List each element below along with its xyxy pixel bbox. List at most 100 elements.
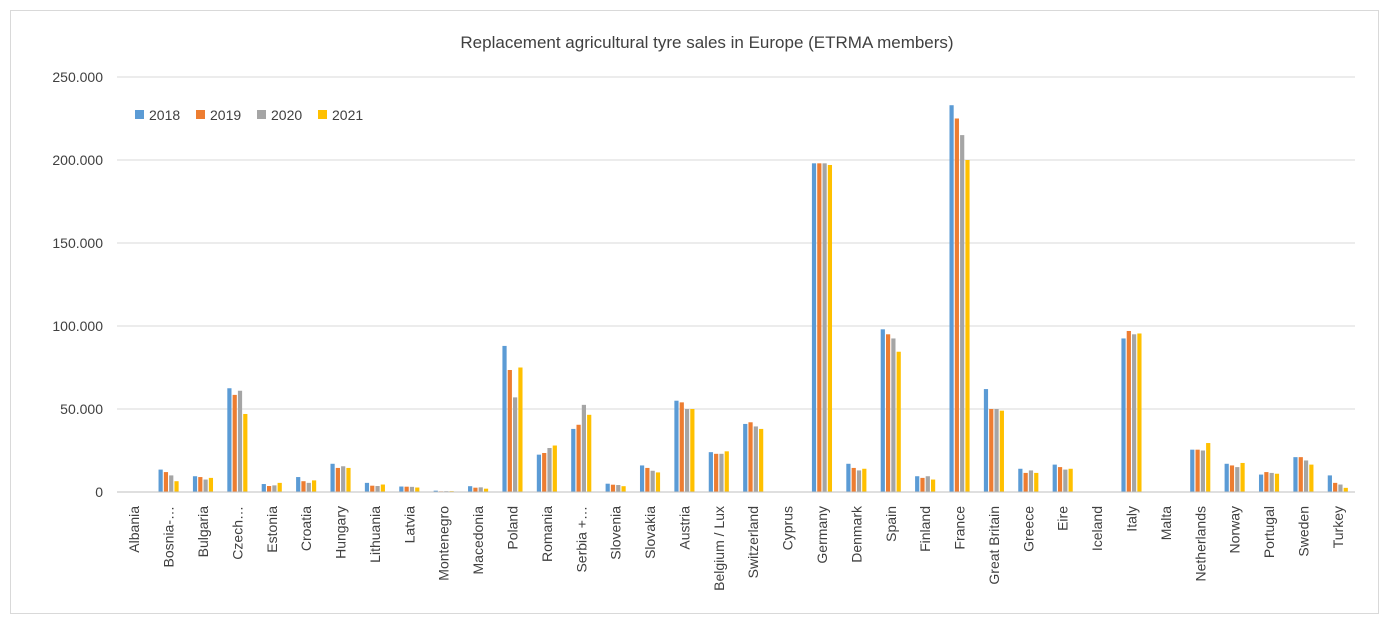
bar-2021 <box>483 488 489 492</box>
bar-2020 <box>237 390 243 492</box>
bar-2020 <box>341 466 346 492</box>
bar-2021 <box>862 468 867 492</box>
legend-swatch-2018 <box>135 110 144 119</box>
x-tick-label: Spain <box>883 506 899 542</box>
x-tick-label: Bulgaria <box>195 506 211 558</box>
bar-2019 <box>748 422 753 492</box>
x-tick-label: Slovakia <box>642 506 658 559</box>
x-tick-label: Turkey <box>1330 506 1346 548</box>
bar-2018 <box>433 490 438 492</box>
bar-2018 <box>158 469 163 492</box>
bar-2018 <box>261 484 266 492</box>
bar-2019 <box>886 334 891 492</box>
bar-2018 <box>708 452 713 492</box>
y-tick-label: 150.000 <box>52 235 103 251</box>
bar-2018 <box>1190 449 1195 492</box>
bar-2019 <box>679 402 684 492</box>
bar-2021 <box>655 472 661 492</box>
x-tick-label: Iceland <box>1089 506 1105 551</box>
x-tick-label: Bosnia-… <box>161 506 177 567</box>
bar-2021 <box>552 445 557 492</box>
bar-2020 <box>272 485 277 492</box>
bar-2020 <box>203 479 208 492</box>
bar-2019 <box>1298 457 1303 492</box>
bar-2021 <box>1206 443 1211 492</box>
y-tick-label: 100.000 <box>52 318 103 334</box>
bar-2020 <box>1028 470 1034 492</box>
x-tick-label: Netherlands <box>1192 506 1208 582</box>
bar-2020 <box>547 448 552 492</box>
bar-2018 <box>983 389 989 492</box>
bar-2018 <box>605 483 610 492</box>
bar-2019 <box>1229 465 1235 492</box>
bar-2018 <box>1258 474 1264 492</box>
bar-2021 <box>346 467 351 492</box>
x-tick-label: Portugal <box>1261 506 1277 558</box>
bar-2020 <box>581 404 586 492</box>
bar-2020 <box>616 485 621 492</box>
legend-label-2018: 2018 <box>149 107 180 123</box>
bar-2020 <box>409 486 415 492</box>
x-tick-label: Serbia +… <box>573 506 589 573</box>
bar-2019 <box>1264 472 1269 492</box>
x-tick-label: Croatia <box>298 506 314 551</box>
bar-2019 <box>301 481 306 492</box>
x-tick-label: Great Britain <box>986 506 1002 585</box>
x-axis-categories: Albania Bosnia-… Bulgaria Czech… Estonia Croa… <box>126 505 1346 591</box>
bar-2020 <box>650 470 655 492</box>
bar-2021 <box>277 482 282 492</box>
bar-2019 <box>1023 472 1028 492</box>
bar-2020 <box>375 486 380 492</box>
legend: 2018 2019 2020 2021 <box>135 107 363 123</box>
y-axis-ticks: 0 50.000 100.000 150.000 200.000 250.000 <box>52 69 103 500</box>
bar-2021 <box>724 451 729 492</box>
bar-2021 <box>930 479 936 492</box>
legend-swatch-2019 <box>196 110 205 119</box>
bar-2018 <box>364 482 370 492</box>
legend-label-2021: 2021 <box>332 107 363 123</box>
x-tick-label: Denmark <box>848 505 864 563</box>
bar-2018 <box>227 388 232 492</box>
x-tick-label: Austria <box>676 506 692 550</box>
bar-2019 <box>473 487 478 492</box>
bar-2019 <box>1057 467 1063 492</box>
bar-2018 <box>192 476 198 492</box>
chart-frame <box>10 10 1379 614</box>
bar-2020 <box>925 476 930 492</box>
bar-2021 <box>311 480 317 492</box>
x-tick-label: Eire <box>1055 506 1071 531</box>
bar-2021 <box>690 409 695 492</box>
bar-2021 <box>587 414 592 492</box>
bar-2019 <box>163 472 169 492</box>
bar-2019 <box>954 118 959 492</box>
bar-2019 <box>576 424 581 492</box>
bar-2020 <box>1200 450 1205 492</box>
bar-2018 <box>296 477 301 492</box>
bar-2021 <box>380 484 385 492</box>
bar-2020 <box>478 487 483 492</box>
x-tick-label: Greece <box>1020 506 1036 552</box>
bar-2021 <box>1137 333 1142 492</box>
bar-2019 <box>507 369 512 492</box>
bar-2020 <box>306 482 311 492</box>
bar-2019 <box>851 467 856 492</box>
bar-2020 <box>891 338 896 492</box>
x-tick-label: Czech… <box>229 506 245 560</box>
bar-2018 <box>743 423 748 492</box>
x-tick-label: France <box>952 506 968 550</box>
bar-2018 <box>536 454 542 492</box>
bar-2019 <box>1126 330 1131 492</box>
bar-2018 <box>915 476 920 492</box>
bar-2021 <box>1034 472 1039 492</box>
bar-2019 <box>404 486 409 492</box>
gridlines <box>117 76 1355 410</box>
y-tick-label: 200.000 <box>52 152 103 168</box>
bar-2021 <box>1343 487 1348 492</box>
x-tick-label: Belgium / Lux <box>711 506 727 591</box>
x-tick-label: Slovenia <box>608 506 624 560</box>
bar-2018 <box>846 463 851 492</box>
bar-2020 <box>1063 469 1068 492</box>
bar-2020 <box>513 397 518 492</box>
bar-2021 <box>965 160 970 492</box>
